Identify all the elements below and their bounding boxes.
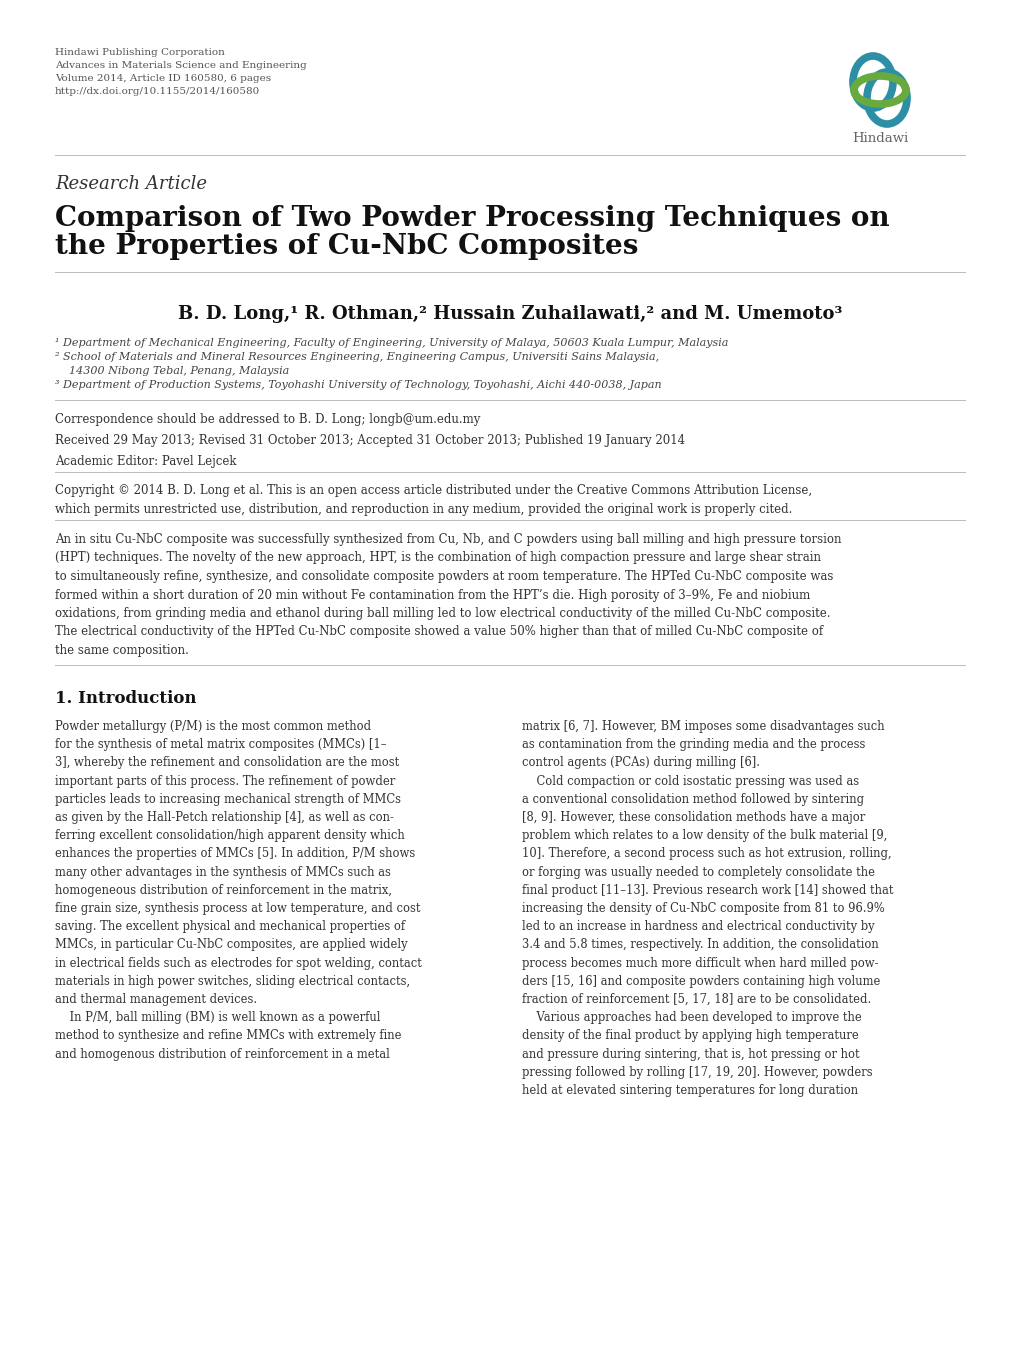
Text: Advances in Materials Science and Engineering: Advances in Materials Science and Engine… (55, 61, 307, 69)
Text: ³ Department of Production Systems, Toyohashi University of Technology, Toyohash: ³ Department of Production Systems, Toyo… (55, 379, 661, 390)
Text: B. D. Long,¹ R. Othman,² Hussain Zuhailawati,² and M. Umemoto³: B. D. Long,¹ R. Othman,² Hussain Zuhaila… (177, 305, 842, 324)
Text: Correspondence should be addressed to B. D. Long; longb@um.edu.my: Correspondence should be addressed to B.… (55, 413, 480, 426)
Text: Research Article: Research Article (55, 175, 207, 193)
Text: ¹ Department of Mechanical Engineering, Faculty of Engineering, University of Ma: ¹ Department of Mechanical Engineering, … (55, 339, 728, 348)
Text: http://dx.doi.org/10.1155/2014/160580: http://dx.doi.org/10.1155/2014/160580 (55, 87, 260, 97)
Text: Copyright © 2014 B. D. Long et al. This is an open access article distributed un: Copyright © 2014 B. D. Long et al. This … (55, 484, 811, 515)
Text: Volume 2014, Article ID 160580, 6 pages: Volume 2014, Article ID 160580, 6 pages (55, 73, 271, 83)
Text: Powder metallurgy (P/M) is the most common method
for the synthesis of metal mat: Powder metallurgy (P/M) is the most comm… (55, 719, 422, 1061)
Text: Comparison of Two Powder Processing Techniques on: Comparison of Two Powder Processing Tech… (55, 205, 889, 233)
Text: matrix [6, 7]. However, BM imposes some disadvantages such
as contamination from: matrix [6, 7]. However, BM imposes some … (522, 719, 893, 1098)
Text: Received 29 May 2013; Revised 31 October 2013; Accepted 31 October 2013; Publish: Received 29 May 2013; Revised 31 October… (55, 434, 685, 447)
Text: Academic Editor: Pavel Lejcek: Academic Editor: Pavel Lejcek (55, 456, 236, 468)
Text: the Properties of Cu-NbC Composites: the Properties of Cu-NbC Composites (55, 233, 638, 260)
Text: ² School of Materials and Mineral Resources Engineering, Engineering Campus, Uni: ² School of Materials and Mineral Resour… (55, 352, 658, 362)
Text: Hindawi: Hindawi (851, 132, 907, 146)
Text: 1. Introduction: 1. Introduction (55, 690, 197, 707)
Text: Hindawi Publishing Corporation: Hindawi Publishing Corporation (55, 48, 224, 57)
Text: 14300 Nibong Tebal, Penang, Malaysia: 14300 Nibong Tebal, Penang, Malaysia (55, 366, 289, 375)
Text: An in situ Cu-NbC composite was successfully synthesized from Cu, Nb, and C powd: An in situ Cu-NbC composite was successf… (55, 533, 841, 657)
